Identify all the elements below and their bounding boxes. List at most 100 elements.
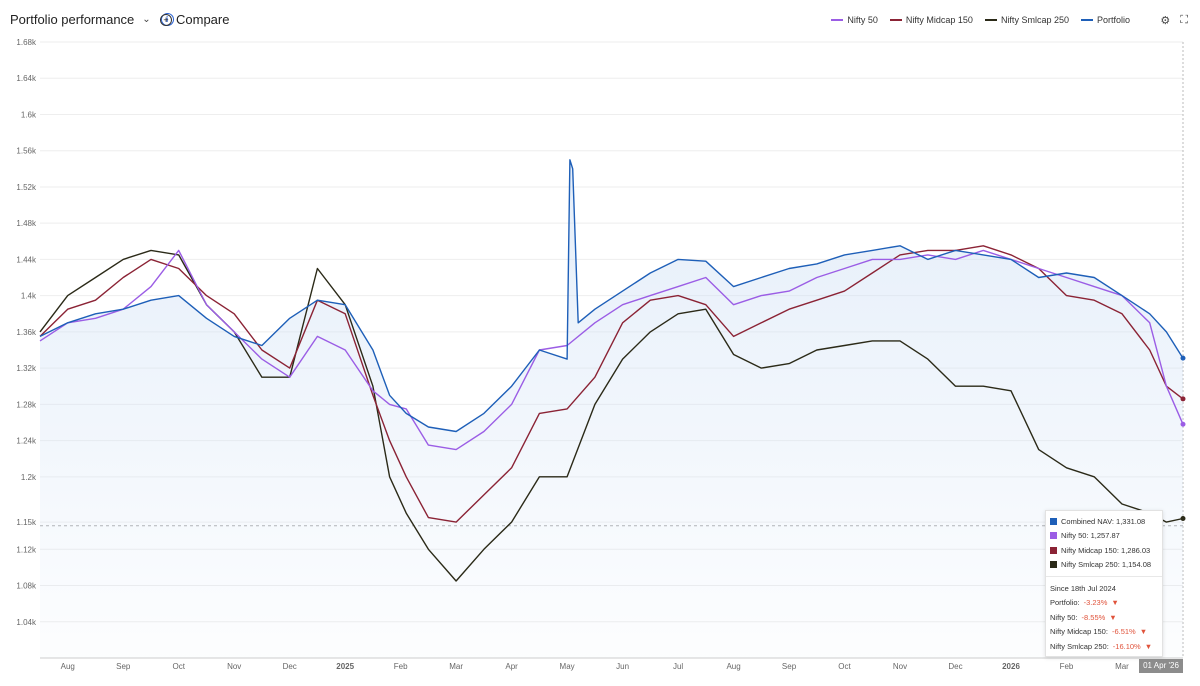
y-tick-label: 1.04k [16, 618, 37, 627]
y-tick-label: 1.56k [16, 147, 37, 156]
x-tick-label: Mar [1115, 662, 1129, 671]
down-arrow-icon: ▼ [1144, 641, 1153, 651]
tooltip-change-label: Nifty Midcap 150: [1050, 627, 1108, 637]
tooltip-text: Combined NAV: 1,331.08 [1061, 516, 1146, 526]
x-tick-label: Jun [616, 662, 629, 671]
tooltip-row-nifty-50: Nifty 50: 1,257.87 [1046, 529, 1162, 544]
tooltip-swatch [1050, 561, 1057, 569]
crosshair-date-badge: 01 Apr '26 [1139, 659, 1183, 673]
tooltip-since: Since 18th Jul 2024 [1046, 581, 1162, 596]
y-tick-label: 1.48k [16, 219, 37, 228]
tooltip-change-portfolio: Portfolio: -3.23% ▼ [1046, 596, 1162, 611]
x-tick-label: Dec [948, 662, 962, 671]
legend-item-nifty-midcap-150[interactable]: Nifty Midcap 150 [889, 15, 973, 25]
tooltip-swatch [1050, 517, 1057, 525]
x-tick-label: Feb [394, 662, 408, 671]
y-tick-label: 1.2k [21, 473, 37, 482]
tooltip-change-value: -8.55% [1081, 612, 1106, 622]
x-tick-label: 2025 [336, 662, 354, 671]
legend-item-nifty-50[interactable]: Nifty 50 [831, 15, 878, 25]
y-tick-label: 1.6k [21, 110, 37, 119]
tooltip-since-text: Since 18th Jul 2024 [1050, 583, 1116, 593]
y-tick-label: 1.52k [16, 183, 37, 192]
y-tick-label: 1.64k [16, 74, 37, 83]
compare-button[interactable]: + Compare [160, 12, 229, 27]
y-tick-label: 1.36k [16, 328, 37, 337]
x-tick-label: Apr [505, 662, 518, 671]
tooltip-row-nifty-smlcap: Nifty Smlcap 250: 1,154.08 [1046, 558, 1162, 573]
legend-label: Portfolio [1096, 15, 1130, 25]
y-tick-label: 1.15k [16, 518, 37, 527]
compare-label: Compare [176, 12, 230, 27]
x-tick-label: Oct [838, 662, 851, 671]
fullscreen-icon[interactable]: ⛶ [1180, 14, 1188, 26]
x-tick-label: Sep [116, 662, 131, 671]
series-line-nifty-midcap-150 [39, 245, 1184, 523]
tooltip-change-label: Portfolio: [1050, 598, 1080, 608]
series-line-nifty-50 [39, 249, 1184, 451]
chevron-down-icon[interactable]: ⌄ [142, 14, 151, 25]
x-tick-label: Sep [782, 662, 797, 671]
tooltip-change-nifty-midcap: Nifty Midcap 150: -6.51% ▼ [1046, 625, 1162, 640]
tooltip-change-label: Nifty 50: [1050, 612, 1078, 622]
legend-swatch [984, 19, 997, 21]
tooltip-change-label: Nifty Smlcap 250: [1050, 641, 1109, 651]
page-title: Portfolio performance [10, 12, 135, 27]
legend-item-portfolio[interactable]: Portfolio [1080, 15, 1130, 25]
y-tick-label: 1.68k [16, 38, 37, 47]
tooltip-text: Nifty Smlcap 250: 1,154.08 [1061, 560, 1152, 570]
plus-circle-icon: + [160, 13, 172, 26]
chart-header: Portfolio performance ⌄ i + Compare Nift… [0, 0, 1200, 40]
x-tick-label: 2026 [1002, 662, 1020, 671]
x-tick-label: Aug [726, 662, 740, 671]
tooltip-row-nifty-midcap: Nifty Midcap 150: 1,286.03 [1046, 543, 1162, 558]
legend-label: Nifty Midcap 150 [905, 15, 973, 25]
legend-swatch [889, 19, 902, 21]
down-arrow-icon: ▼ [1111, 598, 1119, 608]
x-tick-label: Feb [1060, 662, 1074, 671]
x-tick-label: Mar [449, 662, 463, 671]
title-group[interactable]: Portfolio performance ⌄ i [10, 12, 174, 27]
series-marker-nifty-50 [1180, 421, 1186, 427]
tooltip-text: Nifty 50: 1,257.87 [1061, 531, 1120, 541]
tooltip-row-combined-nav: Combined NAV: 1,331.08 [1046, 514, 1162, 529]
tooltip-change-nifty-50: Nifty 50: -8.55% ▼ [1046, 610, 1162, 625]
tooltip-change-value: -16.10% [1112, 641, 1141, 651]
gear-icon[interactable]: ⚙ [1160, 15, 1171, 27]
y-tick-label: 1.08k [16, 582, 37, 591]
tooltip-divider [1046, 576, 1162, 577]
x-tick-label: May [560, 662, 575, 671]
legend: Nifty 50 Nifty Midcap 150 Nifty Smlcap 2… [831, 15, 1130, 25]
x-tick-label: Dec [283, 662, 297, 671]
tooltip-text: Nifty Midcap 150: 1,286.03 [1061, 545, 1151, 555]
down-arrow-icon: ▼ [1139, 627, 1148, 637]
legend-swatch [1080, 19, 1093, 21]
down-arrow-icon: ▼ [1109, 612, 1117, 622]
series-line-nifty-smlcap-250 [39, 249, 1184, 582]
tooltip-swatch [1050, 546, 1057, 554]
x-tick-label: Nov [893, 662, 907, 671]
y-tick-label: 1.32k [16, 364, 37, 373]
series-marker-nifty-smlcap-250 [1180, 515, 1186, 521]
y-tick-label: 1.44k [16, 255, 37, 264]
legend-label: Nifty 50 [847, 15, 878, 25]
x-tick-label: Aug [61, 662, 75, 671]
x-tick-label: Oct [172, 662, 185, 671]
series-line-portfolio [39, 159, 1184, 433]
chart-tooltip: Combined NAV: 1,331.08 Nifty 50: 1,257.8… [1045, 510, 1163, 657]
y-tick-label: 1.28k [16, 400, 37, 409]
tooltip-change-nifty-smlcap: Nifty Smlcap 250: -16.10% ▼ [1046, 639, 1162, 654]
legend-item-nifty-smlcap-250[interactable]: Nifty Smlcap 250 [984, 15, 1069, 25]
y-tick-label: 1.4k [21, 292, 37, 301]
y-tick-label: 1.12k [16, 545, 37, 554]
legend-swatch [831, 19, 844, 21]
tooltip-change-value: -3.23% [1083, 598, 1108, 608]
x-tick-label: Jul [673, 662, 683, 671]
chart-tools: ⚙ ⛶ [1160, 14, 1188, 27]
tooltip-change-value: -6.51% [1111, 627, 1136, 637]
series-marker-portfolio [1180, 355, 1186, 361]
legend-label: Nifty Smlcap 250 [1000, 15, 1069, 25]
portfolio-area [40, 159, 1183, 658]
y-tick-label: 1.24k [16, 437, 37, 446]
